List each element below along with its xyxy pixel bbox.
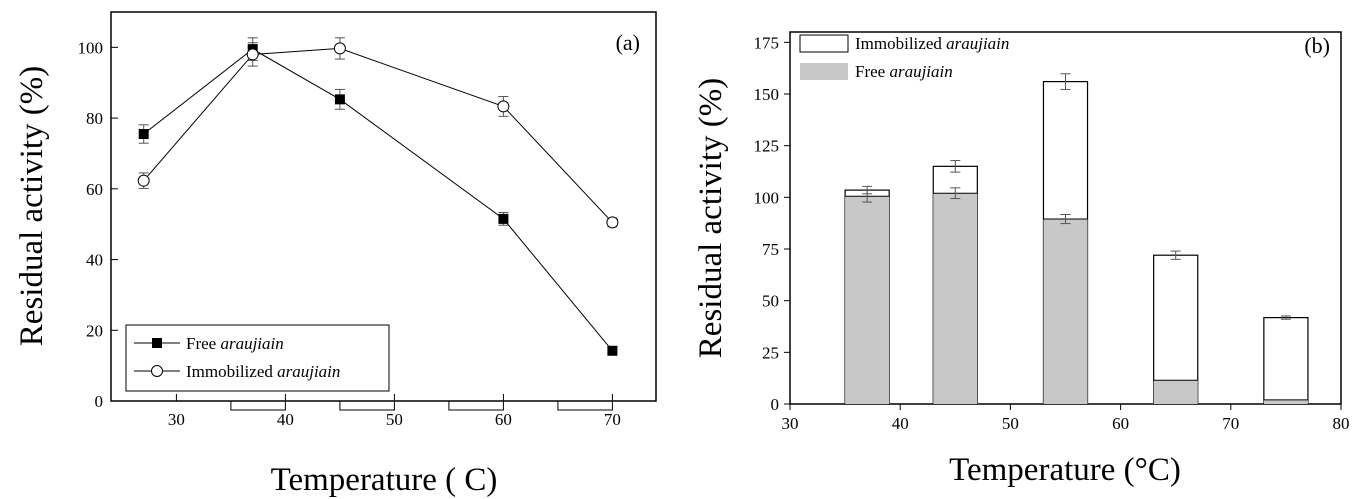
y-tick-label: 40 [86,251,103,270]
panel-tag: (a) [616,30,640,55]
axis-stub [557,401,613,411]
bar-immobilized [1263,317,1309,405]
legend-swatch-free [800,63,848,80]
data-point-square [334,94,345,105]
bar-free [1263,399,1308,404]
y-tick-label: 125 [754,137,780,156]
bar-free [1153,380,1198,404]
y-tick-label: 175 [754,33,780,52]
y-axis-title: Residual activity (%) [14,66,50,346]
x-tick-label: 70 [1222,414,1239,433]
legend-label-immobilized: Immobilized araujiain [186,362,340,381]
legend-label-free: Free araujiain [855,62,953,81]
y-tick-label: 100 [78,38,104,57]
data-point-circle [137,174,150,187]
x-tick-label: 40 [277,410,294,429]
y-tick-label: 25 [762,343,779,362]
x-axis-title: Temperature ( C) [271,462,498,498]
data-point-circle [497,100,510,113]
legend-swatch-immobilized [799,34,849,53]
legend-frame [125,324,390,392]
bar-free [933,193,978,404]
x-tick-label: 40 [892,414,909,433]
x-tick-label: 70 [604,410,621,429]
data-point-circle [333,42,346,55]
x-tick-label: 50 [386,410,403,429]
axis-stub [339,401,395,411]
data-point-circle [606,216,619,229]
y-tick-label: 20 [86,321,103,340]
x-tick-label: 80 [1333,414,1350,433]
data-point-square [498,213,509,224]
y-axis-title: Residual activity (%) [693,78,729,358]
y-tick-label: 0 [771,395,780,414]
y-tick-label: 60 [86,180,103,199]
legend-marker-free [152,338,162,348]
data-point-circle [246,48,259,61]
plot-area-frame [110,11,657,402]
stacked-bars [844,80,1309,405]
x-tick-label: 50 [1002,414,1019,433]
y-tick-label: 150 [754,85,780,104]
x-tick-label: 60 [1112,414,1129,433]
axes: 30 40 50 60 70 0 20 40 60 80 100 [78,38,621,429]
panel-tag: (b) [1304,33,1330,58]
y-tick-label: 75 [762,240,779,259]
panel-b: 30 40 50 60 70 80 0 25 50 75 100 125 150 175 (b) Temp… [693,31,1350,488]
series-lines [143,47,613,352]
series-line [143,48,613,352]
axes: 30 40 50 60 70 80 0 25 50 75 100 125 150 175 [754,33,1350,433]
error-bars [862,73,1291,320]
legend-label-free: Free araujiain [186,334,284,353]
data-point-square [607,345,618,356]
bar-free [1043,219,1088,404]
legend-marker-immobilized [151,365,163,377]
axis-stub [230,401,286,411]
series-line [143,47,613,223]
data-markers [137,42,619,356]
y-tick-label: 100 [754,188,780,207]
bar-free [845,196,890,404]
error-bars [138,37,618,355]
axis-stub [448,401,504,411]
axis-gap-stubs [230,401,613,411]
y-tick-label: 50 [762,292,779,311]
legend: Free araujiain Immobilized araujiain [125,324,390,392]
x-tick-label: 30 [782,414,799,433]
x-axis-title: Temperature (°C) [949,452,1181,488]
y-tick-label: 80 [86,109,103,128]
y-tick-label: 0 [95,392,104,411]
panel-a: 30 40 50 60 70 0 20 40 60 80 100 (a) Temperature (… [14,11,657,498]
legend-label-immobilized: Immobilized araujiain [855,34,1009,53]
x-tick-label: 30 [168,410,185,429]
x-tick-label: 60 [495,410,512,429]
data-point-square [138,129,149,140]
legend: Immobilized araujiain Free araujiain [799,34,1009,81]
